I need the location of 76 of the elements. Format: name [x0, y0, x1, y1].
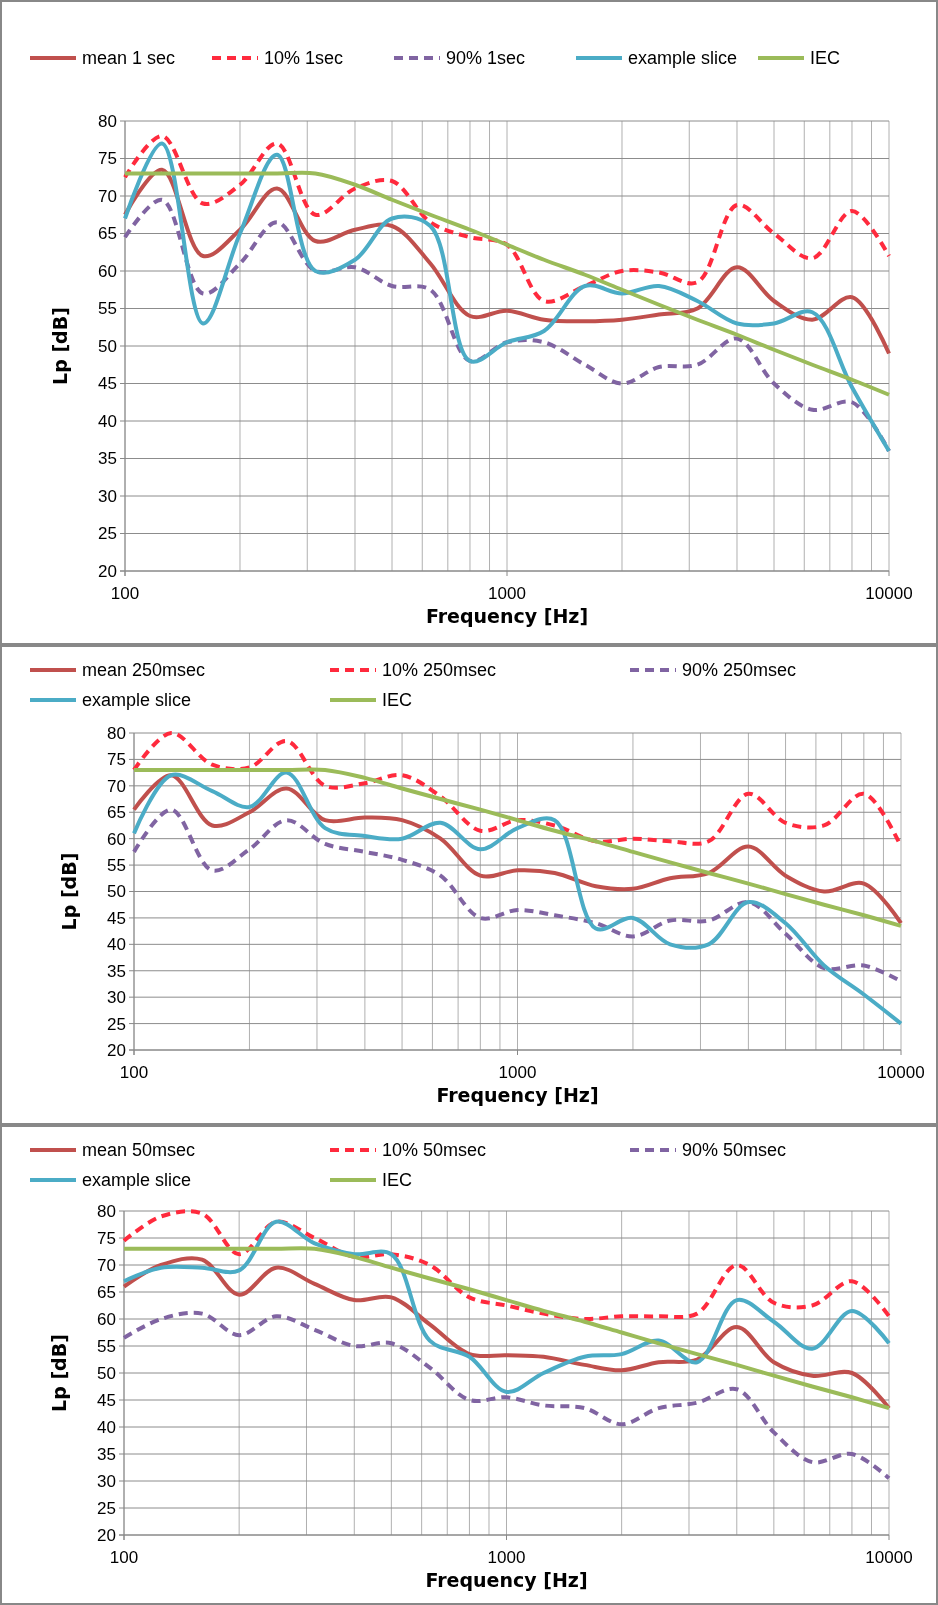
y-tick-label: 20: [107, 1040, 126, 1060]
y-tick-label: 80: [98, 111, 117, 131]
y-tick-label: 70: [97, 1255, 116, 1275]
x-tick-label: 100: [109, 1548, 139, 1567]
y-tick-label: 65: [97, 1282, 116, 1302]
y-tick-label: 50: [107, 882, 126, 902]
y-tick-label: 75: [98, 149, 117, 169]
y-tick-label: 80: [97, 1201, 116, 1221]
y-tick-label: 40: [107, 935, 126, 955]
y-tick-label: 55: [97, 1336, 116, 1356]
y-axis-title: Lp [dB]: [58, 852, 80, 931]
legend-label: example slice: [82, 690, 192, 711]
y-tick-label: 30: [107, 988, 126, 1008]
legend-label: 90% 50msec: [682, 1140, 787, 1161]
y-tick-label: 75: [107, 750, 126, 770]
x-axis-title: Frequency [Hz]: [436, 1084, 599, 1106]
x-tick-label: 1000: [498, 1063, 537, 1082]
y-tick-label: 45: [97, 1390, 116, 1410]
x-tick-label: 10000: [865, 584, 913, 603]
y-tick-label: 55: [107, 856, 126, 876]
legend-label: example slice: [628, 48, 738, 69]
y-tick-label: 40: [97, 1417, 116, 1437]
y-tick-label: 50: [98, 336, 117, 356]
y-axis-title: Lp [dB]: [48, 1334, 70, 1412]
y-tick-label: 45: [107, 908, 126, 928]
line-series: [123, 170, 891, 397]
y-tick-label: 35: [107, 961, 126, 981]
y-tick-label: 25: [97, 1498, 116, 1518]
x-axis-title: Frequency [Hz]: [425, 1569, 588, 1591]
line-series: [132, 770, 903, 1026]
legend-label: 10% 1sec: [264, 48, 344, 69]
y-tick-label: 30: [97, 1471, 116, 1491]
legend-label: mean 1 sec: [82, 48, 176, 69]
line-series: [123, 141, 891, 453]
y-tick-label: 25: [98, 524, 117, 544]
y-tick-label: 35: [98, 449, 117, 469]
y-tick-label: 60: [107, 829, 126, 849]
legend-label: mean 250msec: [82, 660, 206, 681]
legend-label: 10% 250msec: [382, 660, 497, 681]
legend-label: example slice: [82, 1170, 192, 1191]
x-tick-label: 100: [110, 584, 140, 603]
x-tick-label: 100: [119, 1063, 149, 1082]
y-tick-label: 30: [98, 486, 117, 506]
legend-label: mean 50msec: [82, 1140, 196, 1161]
line-series: [122, 1219, 891, 1394]
x-axis-title: Frequency [Hz]: [425, 605, 589, 627]
y-tick-label: 55: [98, 299, 117, 319]
y-tick-label: 60: [97, 1309, 116, 1329]
line-series: [132, 731, 903, 849]
y-tick-label: 35: [97, 1444, 116, 1464]
line-series: [122, 1310, 891, 1481]
y-tick-label: 65: [98, 224, 117, 244]
x-tick-label: 1000: [487, 1548, 526, 1567]
legend-label: IEC: [382, 690, 413, 711]
x-tick-label: 10000: [877, 1063, 925, 1082]
y-tick-label: 70: [98, 186, 117, 206]
y-tick-label: 80: [107, 723, 126, 743]
y-tick-label: 50: [97, 1363, 116, 1383]
legend-label: IEC: [382, 1170, 413, 1191]
y-tick-label: 20: [97, 1525, 116, 1545]
y-tick-label: 40: [98, 411, 117, 431]
y-axis-title: Lp [dB]: [49, 307, 71, 385]
legend-label: 90% 1sec: [446, 48, 526, 69]
x-tick-label: 1000: [488, 584, 526, 603]
y-tick-label: 60: [98, 261, 117, 281]
y-tick-label: 70: [107, 776, 126, 796]
legend-label: 10% 50msec: [382, 1140, 487, 1161]
line-series: [123, 134, 891, 304]
legend-label: 90% 250msec: [682, 660, 797, 681]
x-tick-label: 10000: [865, 1548, 913, 1567]
y-tick-label: 75: [97, 1228, 116, 1248]
y-tick-label: 65: [107, 803, 126, 823]
y-tick-label: 25: [107, 1014, 126, 1034]
y-tick-label: 45: [98, 374, 117, 394]
y-tick-label: 20: [98, 561, 117, 581]
legend-label: IEC: [810, 48, 841, 69]
